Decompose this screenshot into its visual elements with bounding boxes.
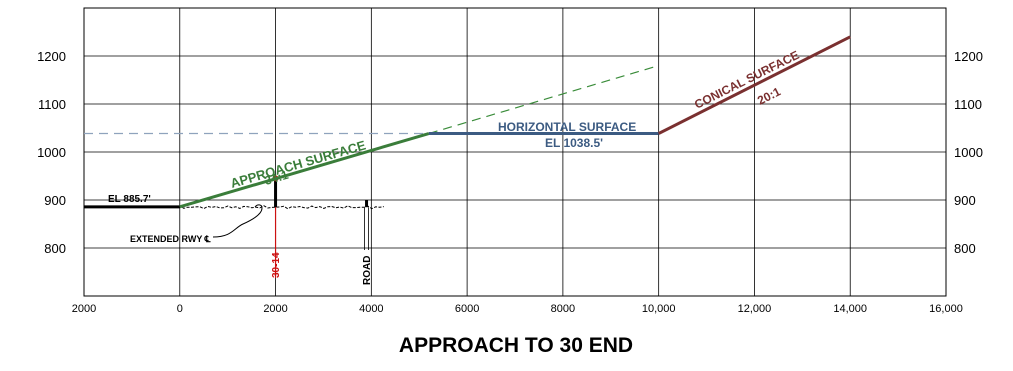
y-tick-label-left: 800 [44,241,66,256]
surface-lines [84,35,851,209]
approach-surface-line [179,132,430,209]
y-tick-label-left: 1000 [37,145,66,160]
x-tick-label: 0 [177,303,183,315]
existing-ground-line [179,204,384,210]
y-tick-label-right: 1000 [954,145,983,160]
approach-surface-label: APPROACH SURFACE [229,137,368,191]
surface-labels: APPROACH SURFACE 34:1 HORIZONTAL SURFACE… [108,48,801,285]
x-tick-label: 12,000 [738,303,772,315]
extended-runway-leader [212,204,263,238]
x-tick-label: 8000 [551,303,575,315]
runway-end-label: 30-14 [271,252,282,278]
y-tick-label-right: 800 [954,241,976,256]
ground-profile [84,175,384,278]
conical-surface-label: CONICAL SURFACE [692,48,801,112]
approach-slope-label: 34:1 [263,168,290,188]
y-tick-label-left: 1200 [37,49,66,64]
conical-surface-line [657,35,851,135]
y-tick-label-right: 1100 [954,97,982,112]
x-tick-label: 2000 [72,303,96,315]
chart-grid: 2000 0 2000 4000 6000 8000 10,000 12,000 14,000 1… [37,7,983,315]
runway-elevation-label: EL 885.7' [108,194,151,205]
x-tick-label: 4000 [359,303,383,315]
extended-runway-label: EXTENDED RWY ℄ [130,234,211,244]
horizontal-surface-label: HORIZONTAL SURFACE [498,120,636,134]
x-tick-label: 10,000 [642,303,676,315]
road-label: ROAD [362,256,373,285]
chart-title: APPROACH TO 30 END [399,334,633,357]
y-tick-label-right: 900 [954,193,976,208]
y-tick-label-left: 900 [44,193,66,208]
x-tick-label: 16,000 [929,303,963,315]
horizontal-elevation-label: EL 1038.5' [545,136,603,150]
x-tick-label: 2000 [263,303,287,315]
approach-extension-dashed-line [428,65,659,135]
x-tick-label: 6000 [455,303,479,315]
y-tick-label-left: 1100 [38,97,66,112]
x-tick-label: 14,000 [833,303,867,315]
y-tick-label-right: 1200 [954,49,983,64]
